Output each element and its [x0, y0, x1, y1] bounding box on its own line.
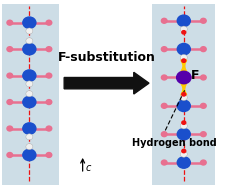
Circle shape: [26, 28, 33, 34]
Circle shape: [177, 43, 190, 55]
Circle shape: [7, 73, 13, 78]
Circle shape: [7, 47, 13, 52]
Circle shape: [200, 160, 206, 165]
Circle shape: [177, 15, 190, 26]
Circle shape: [7, 153, 13, 157]
Circle shape: [180, 123, 187, 129]
Circle shape: [23, 123, 36, 134]
Circle shape: [46, 153, 52, 157]
Circle shape: [180, 54, 187, 60]
Text: c: c: [86, 163, 91, 173]
Circle shape: [23, 149, 36, 161]
Circle shape: [182, 31, 186, 34]
Circle shape: [180, 151, 187, 157]
FancyBboxPatch shape: [152, 4, 215, 185]
Circle shape: [200, 18, 206, 23]
Circle shape: [180, 26, 187, 32]
Circle shape: [26, 144, 33, 150]
Circle shape: [177, 157, 190, 168]
Circle shape: [200, 75, 206, 80]
Circle shape: [23, 70, 36, 81]
Circle shape: [7, 100, 13, 105]
Circle shape: [200, 132, 206, 137]
Circle shape: [200, 103, 206, 108]
FancyArrow shape: [64, 72, 149, 94]
Circle shape: [161, 103, 167, 108]
Circle shape: [23, 17, 36, 28]
Circle shape: [161, 75, 167, 80]
Circle shape: [7, 20, 13, 25]
Circle shape: [46, 100, 52, 105]
Circle shape: [7, 126, 13, 131]
Circle shape: [177, 71, 191, 84]
Circle shape: [182, 59, 186, 62]
Circle shape: [200, 47, 206, 52]
Circle shape: [161, 132, 167, 137]
Circle shape: [46, 126, 52, 131]
Text: Hydrogen bond: Hydrogen bond: [132, 138, 216, 148]
Circle shape: [161, 160, 167, 165]
Circle shape: [182, 149, 186, 153]
Circle shape: [46, 73, 52, 78]
Circle shape: [46, 20, 52, 25]
Circle shape: [161, 47, 167, 52]
Circle shape: [161, 18, 167, 23]
FancyBboxPatch shape: [2, 4, 59, 185]
Text: F: F: [191, 69, 199, 82]
Circle shape: [180, 94, 187, 101]
Circle shape: [23, 43, 36, 55]
Circle shape: [182, 93, 186, 96]
Circle shape: [26, 81, 33, 87]
Circle shape: [177, 129, 190, 140]
Circle shape: [26, 38, 33, 44]
Circle shape: [23, 96, 36, 108]
Circle shape: [26, 91, 33, 97]
Circle shape: [26, 134, 33, 140]
Circle shape: [182, 121, 186, 124]
Text: F-substitution: F-substitution: [58, 51, 155, 64]
Circle shape: [177, 100, 190, 112]
Circle shape: [46, 47, 52, 52]
